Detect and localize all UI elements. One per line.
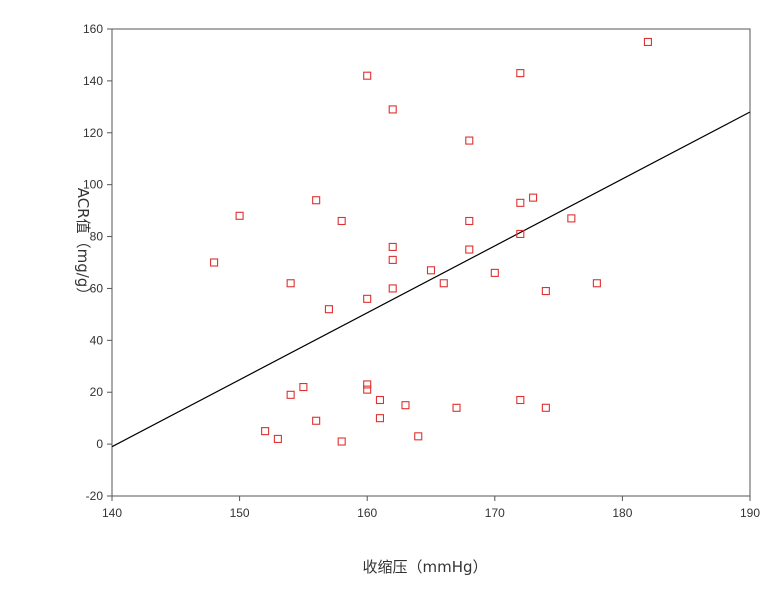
data-point (529, 193, 538, 202)
data-point (541, 286, 550, 296)
data-point (210, 258, 219, 267)
data-point (541, 403, 550, 412)
x-tick-label: 150 (230, 506, 250, 520)
x-axis-title: 收缩压（mmHg） (362, 558, 487, 576)
data-point (388, 284, 397, 293)
data-point (401, 401, 410, 410)
data-point (592, 279, 601, 288)
data-point (414, 432, 423, 441)
y-tick-label: 160 (83, 22, 103, 36)
data-point (465, 245, 474, 254)
x-tick-label: 140 (102, 506, 122, 520)
data-point (490, 268, 499, 277)
x-tick-label: 170 (485, 506, 505, 520)
data-point (516, 229, 525, 239)
data-point (567, 214, 576, 223)
data-point (643, 37, 652, 47)
data-point (337, 216, 346, 226)
data-point (273, 434, 282, 443)
data-point (388, 105, 397, 114)
data-point (363, 380, 372, 389)
data-point (363, 294, 372, 303)
trend-line (111, 111, 751, 448)
data-point (452, 403, 461, 412)
data-point (388, 255, 397, 264)
data-point (426, 266, 436, 275)
plot-area: -20 0 20 40 60 80 100 120 140 160 140 150 160 170 180 1… (83, 22, 760, 520)
data-point (324, 305, 333, 314)
data-point (516, 395, 525, 405)
data-point (375, 414, 385, 423)
x-tick-label: 190 (740, 506, 760, 520)
data-point (312, 196, 321, 205)
y-tick-label: 120 (83, 126, 103, 140)
data-point (337, 437, 346, 446)
y-tick-label: 0 (96, 437, 103, 451)
data-point (465, 216, 474, 226)
data-point (439, 279, 448, 288)
data-point (286, 390, 295, 399)
y-tick-label: 60 (90, 281, 104, 295)
data-point (388, 242, 397, 251)
y-tick-label: 80 (90, 230, 104, 244)
y-axis-title: ACR值（mg/g） (74, 188, 92, 303)
y-tick-label: 40 (90, 333, 104, 347)
data-point (235, 211, 244, 220)
data-point (363, 71, 372, 80)
y-tick-label: -20 (86, 489, 104, 503)
y-tick-label: 20 (90, 385, 104, 399)
x-tick-label: 160 (357, 506, 377, 520)
x-tick-label: 180 (612, 506, 632, 520)
data-point (516, 198, 525, 207)
data-point (286, 279, 295, 288)
data-point (312, 416, 321, 425)
y-tick-label: 100 (83, 178, 103, 192)
data-point (299, 382, 308, 392)
data-point (363, 385, 372, 394)
data-point (375, 395, 385, 405)
data-point (465, 136, 474, 145)
data-point (516, 69, 525, 78)
y-tick-label: 140 (83, 74, 103, 88)
data-point (261, 427, 270, 436)
plot-frame (111, 28, 751, 497)
